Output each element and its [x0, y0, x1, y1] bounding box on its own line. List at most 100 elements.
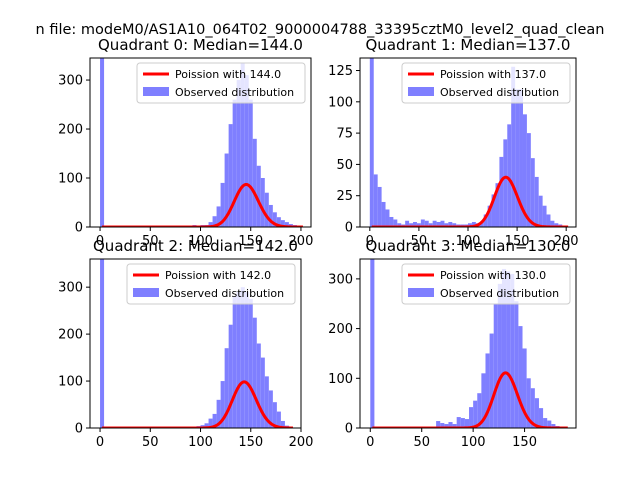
- hist-bar: [224, 348, 229, 428]
- hist-bar: [543, 418, 548, 428]
- x-tick-label: 150: [238, 234, 263, 249]
- hist-bar: [264, 376, 269, 428]
- hist-bar: [487, 205, 492, 227]
- hist-bar: [554, 223, 559, 227]
- hist-bar: [501, 268, 507, 428]
- hist-bar: [481, 373, 486, 428]
- hist-bar: [499, 156, 504, 227]
- legend-observed-label: Observed distribution: [165, 287, 284, 300]
- hist-bar: [370, 259, 375, 428]
- x-tick-label: 200: [289, 234, 314, 249]
- x-tick-label: 0: [96, 435, 104, 450]
- hist-bar: [485, 353, 490, 428]
- hist-bar: [452, 223, 457, 227]
- hist-bar: [432, 220, 437, 227]
- legend-observed-label: Observed distribution: [440, 86, 559, 99]
- y-tick-label: 100: [58, 375, 83, 390]
- x-tick-label: 0: [96, 234, 104, 249]
- hist-bar: [493, 303, 498, 428]
- hist-bar: [260, 357, 265, 428]
- hist-bar: [444, 223, 449, 227]
- hist-bar: [547, 420, 552, 428]
- hist-bar: [393, 219, 398, 227]
- legend-poisson-label: Poission with 142.0: [165, 269, 271, 282]
- y-tick-label: 200: [58, 328, 83, 343]
- hist-bar: [511, 66, 516, 227]
- x-tick-label: 200: [554, 234, 579, 249]
- hist-bar: [452, 424, 457, 428]
- hist-bar: [530, 158, 535, 227]
- legend-observed-label: Observed distribution: [175, 86, 294, 99]
- hist-bar: [397, 223, 402, 227]
- hist-bar: [538, 195, 543, 227]
- hist-bar: [216, 399, 221, 428]
- hist-bar: [471, 221, 476, 227]
- hist-bar: [284, 222, 289, 227]
- hist-bar: [495, 183, 500, 227]
- x-tick-label: 50: [142, 435, 159, 450]
- y-tick-label: 200: [58, 123, 83, 138]
- hist-bar: [534, 176, 539, 227]
- legend-observed-swatch: [408, 87, 434, 96]
- y-tick-label: 200: [328, 322, 353, 337]
- hist-bar: [428, 223, 433, 227]
- hist-bar: [530, 388, 535, 428]
- subplot-0: 0 50 100 150 200 0 100 200 300 Quadrant 0: Median…: [58, 36, 313, 249]
- y-tick-label: 0: [345, 422, 353, 437]
- x-tick-label: 150: [238, 435, 263, 450]
- hist-bar: [518, 326, 523, 428]
- hist-bar: [256, 165, 261, 227]
- hist-bar: [448, 422, 453, 428]
- hist-bar: [220, 381, 225, 428]
- hist-bar: [522, 114, 527, 227]
- y-tick-label: 50: [336, 158, 353, 173]
- legend-observed-swatch: [408, 288, 434, 297]
- hist-bar: [409, 223, 414, 227]
- hist-bar: [503, 139, 508, 227]
- y-tick-label: 100: [328, 95, 353, 110]
- hist-bar: [208, 222, 213, 227]
- hist-bar: [436, 221, 441, 227]
- hist-bar: [483, 214, 488, 227]
- hist-bar: [248, 298, 253, 428]
- hist-bar: [522, 348, 527, 428]
- hist-bar: [473, 400, 478, 428]
- hist-bar: [440, 220, 445, 227]
- hist-bar: [385, 209, 390, 227]
- subplot-title: Quadrant 2: Median=142.0: [93, 237, 298, 255]
- hist-bar: [534, 398, 539, 428]
- hist-bar: [268, 390, 273, 428]
- hist-bar: [542, 205, 547, 227]
- legend-poisson-label: Poission with 144.0: [175, 68, 281, 81]
- x-tick-label: 200: [289, 435, 314, 450]
- hist-bar: [240, 62, 245, 227]
- x-tick-label: 150: [512, 435, 537, 450]
- subplot-title: Quadrant 0: Median=144.0: [98, 36, 303, 54]
- hist-bar: [100, 58, 105, 227]
- hist-bar: [240, 287, 245, 428]
- hist-bar: [212, 413, 217, 428]
- hist-bar: [464, 419, 470, 428]
- hist-bar: [526, 378, 531, 428]
- legend-poisson-label: Poission with 130.0: [440, 269, 546, 282]
- hist-bar: [224, 153, 229, 227]
- hist-bar: [244, 75, 249, 227]
- y-tick-label: 300: [328, 272, 353, 287]
- hist-bar: [420, 219, 425, 227]
- y-tick-label: 0: [345, 221, 353, 236]
- hist-bar: [514, 301, 519, 428]
- axes-frame-2: [89, 258, 302, 429]
- hist-bar: [208, 418, 213, 428]
- plot-area-1: [369, 58, 569, 227]
- hist-bar: [260, 178, 265, 227]
- legend-box: [126, 263, 296, 305]
- hist-bar: [546, 214, 551, 227]
- hist-bar: [220, 182, 225, 227]
- x-tick-label: 50: [413, 435, 430, 450]
- legend: Poission with 130.0 Observed distribution: [401, 263, 571, 305]
- hist-bar: [416, 223, 421, 227]
- legend: Poission with 142.0 Observed distribution: [126, 263, 296, 305]
- hist-bar: [489, 333, 494, 428]
- hist-bar: [510, 273, 515, 428]
- hist-bar: [272, 402, 277, 428]
